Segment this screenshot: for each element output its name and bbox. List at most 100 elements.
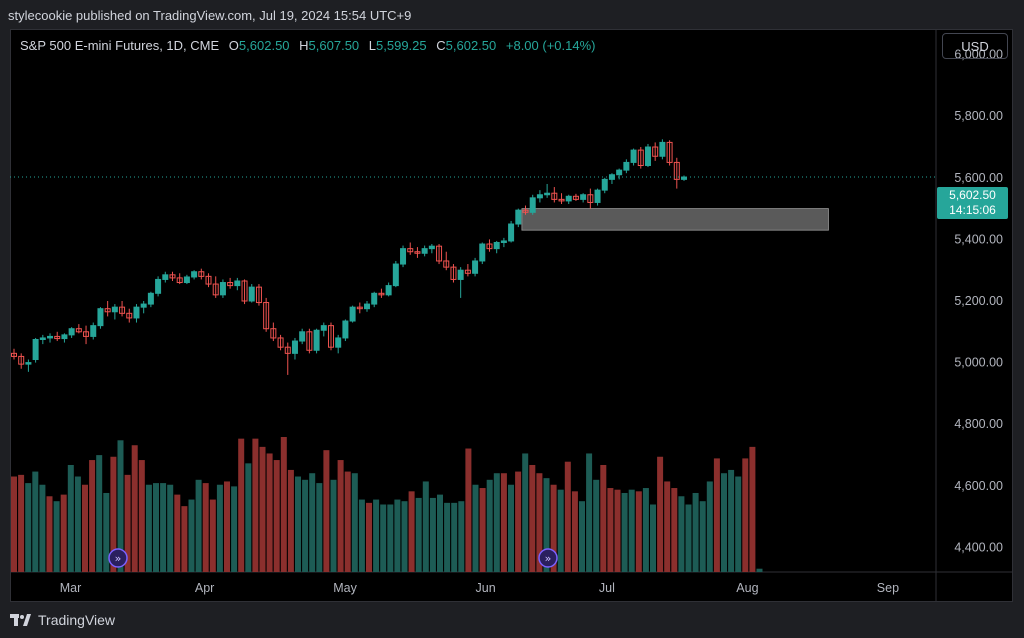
volume-bar [259, 446, 266, 572]
candle-body [644, 146, 651, 166]
candle-body [97, 308, 104, 327]
candle-body [364, 303, 371, 310]
bar-countdown: 14:15:06 [949, 203, 996, 217]
candle-body [500, 240, 507, 243]
volume-bar [529, 464, 536, 572]
candle-body [104, 308, 111, 313]
volume-bar [479, 488, 486, 572]
candle [155, 276, 162, 297]
candle [299, 328, 306, 345]
candle-body [681, 176, 687, 180]
forward-arrows-icon: » [545, 552, 552, 565]
candle [335, 334, 342, 354]
candle-body [580, 194, 587, 200]
event-marker-1[interactable]: » [108, 548, 128, 568]
volume-bar [323, 450, 330, 572]
volume-bar [117, 440, 124, 572]
close-label: C [436, 38, 446, 53]
candle [479, 242, 486, 265]
volume-bar [209, 499, 216, 572]
volume-bar [174, 494, 181, 572]
tradingview-logo-icon [10, 614, 31, 626]
candle [616, 168, 623, 180]
candle-body [327, 325, 334, 348]
close-value: 5,602.50 [445, 38, 497, 53]
candle-body [270, 328, 277, 339]
candle [313, 328, 320, 354]
volume-bar [635, 491, 642, 572]
candle-body [75, 328, 82, 333]
volume-bar [444, 502, 451, 572]
volume-bar [60, 494, 67, 572]
volume-bar [131, 445, 138, 572]
candle [457, 267, 464, 298]
volume-bar [89, 460, 96, 572]
symbol-name[interactable]: S&P 500 E-mini Futures, 1D, CME [20, 38, 220, 53]
candle [644, 143, 651, 168]
candle [508, 220, 515, 243]
candle-body [18, 355, 25, 365]
candle-body [335, 337, 342, 348]
candle-body [652, 146, 659, 157]
currency-button[interactable]: USD [942, 33, 1008, 59]
candle-body [306, 331, 313, 351]
volume-bar [550, 484, 557, 572]
candle-body [472, 260, 479, 274]
candle-body [371, 292, 378, 305]
candle [212, 276, 219, 298]
footer-branding[interactable]: TradingView [10, 612, 115, 628]
candle-body [443, 260, 450, 268]
candle-body [529, 197, 536, 213]
candle-body [162, 274, 169, 280]
candle [421, 245, 428, 257]
volume-bar [309, 473, 316, 572]
candle-body [155, 278, 162, 294]
candle-body [623, 161, 630, 171]
high-value: 5,607.50 [308, 38, 360, 53]
candle-body [47, 335, 54, 339]
event-marker-circle[interactable] [108, 548, 128, 568]
last-price-value: 5,602.50 [949, 188, 996, 202]
low-value: 5,599.25 [376, 38, 427, 53]
candle-body [659, 141, 666, 157]
volume-bar [302, 479, 309, 572]
candle [436, 244, 443, 265]
candle-body [248, 286, 255, 302]
volume-bar [642, 488, 649, 572]
volume-bar [82, 484, 88, 572]
volume-bar [422, 481, 429, 572]
candle [90, 322, 97, 340]
candle [371, 291, 378, 308]
event-marker-2[interactable]: » [538, 548, 558, 568]
candle [536, 190, 543, 203]
chart-legend: S&P 500 E-mini Futures, 1D, CME O5,602.5… [20, 38, 596, 53]
event-marker-circle[interactable] [538, 548, 558, 568]
candle-body [219, 282, 226, 296]
candle [11, 348, 17, 360]
candle [219, 279, 226, 298]
candle-body [68, 328, 75, 336]
volume-bar [650, 504, 656, 572]
price-axis-label: 4,800.00 [954, 417, 1003, 431]
candle [364, 301, 371, 312]
candle [428, 244, 435, 254]
candle-body [378, 292, 385, 296]
volume-bar [295, 476, 301, 572]
candle [450, 264, 457, 283]
volume-bar [451, 502, 458, 572]
volume-bar [749, 446, 756, 572]
volume-bar [202, 483, 209, 572]
candle-body [111, 306, 118, 313]
candle-body [313, 329, 320, 351]
supply-demand-zone [521, 208, 829, 231]
candle [356, 302, 363, 314]
candle [47, 333, 54, 343]
candle-body [140, 303, 147, 308]
candle-body [147, 292, 154, 305]
candle [565, 194, 572, 204]
candle [400, 245, 407, 268]
candle-body [436, 245, 443, 262]
candle-body [277, 337, 284, 348]
candle [623, 159, 630, 174]
